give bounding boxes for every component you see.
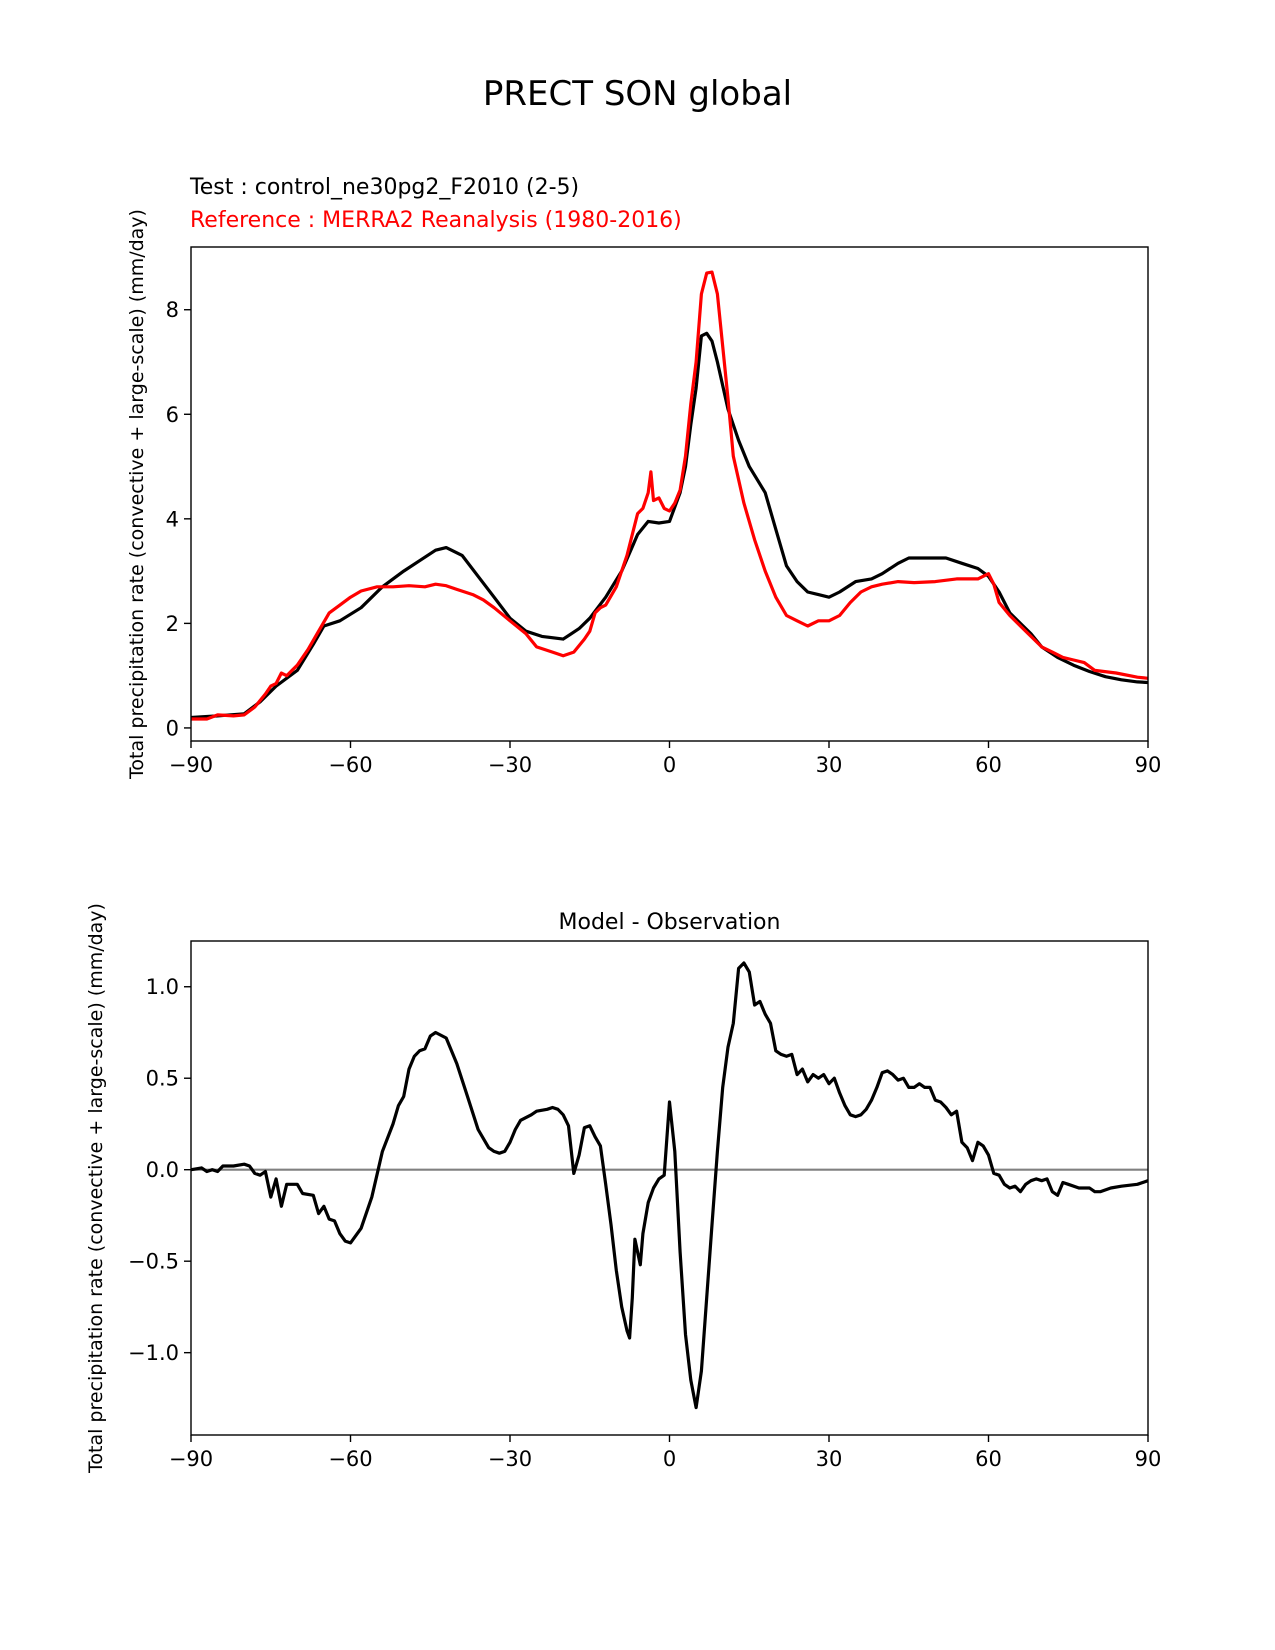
bottom-y-tick-label: 0.5	[146, 1067, 179, 1091]
bottom-y-tick-label: −0.5	[128, 1250, 179, 1274]
reference-label: Reference : MERRA2 Reanalysis (1980-2016…	[190, 208, 682, 233]
top-x-tick-label: −90	[169, 753, 213, 777]
top-series-reference-line	[191, 270, 1148, 721]
bottom-x-tick-label: 30	[816, 1447, 843, 1471]
top-y-tick-label: 4	[166, 507, 179, 531]
test-label: Test : control_ne30pg2_F2010 (2-5)	[190, 175, 580, 200]
bottom-x-tick-label: 0	[663, 1447, 676, 1471]
bottom-x-tick-label: −90	[169, 1447, 213, 1471]
top-y-tick-label: 2	[166, 612, 179, 636]
top-x-tick-label: 0	[663, 753, 676, 777]
top-x-tick-label: −60	[328, 753, 372, 777]
top-y-tick-label: 0	[166, 716, 179, 740]
bottom-y-tick-label: 1.0	[146, 975, 179, 999]
top-series-test-line	[191, 331, 1148, 720]
top-x-tick-label: 60	[975, 753, 1002, 777]
bottom-x-tick-label: 60	[975, 1447, 1002, 1471]
figure-title: PRECT SON global	[482, 74, 793, 114]
bottom-chart-title: Model - Observation	[559, 910, 781, 935]
bottom-y-axis-label: Total precipitation rate (convective + l…	[85, 903, 107, 1474]
top-x-tick-label: −30	[488, 753, 532, 777]
top-x-tick-label: 30	[816, 753, 843, 777]
bottom-y-tick-label: −1.0	[128, 1341, 179, 1365]
top-y-axis-label: Total precipitation rate (convective + l…	[126, 209, 148, 780]
bottom-y-tick-label: 0.0	[146, 1158, 179, 1182]
bottom-series-difference-line	[191, 961, 1148, 1410]
bottom-x-tick-label: −30	[488, 1447, 532, 1471]
bottom-x-tick-label: 90	[1135, 1447, 1162, 1471]
bottom-axes-frame	[190, 940, 1149, 1436]
top-chart-panel: −90 −60 −30 0 30 60 90 0 2 4 6 8 Total precipitation…	[126, 209, 1161, 780]
bottom-chart-panel: −90 −60 −30 0 30 60 90 −1.0 −0.5 0.0 0.5 1.0 Total p…	[85, 903, 1161, 1474]
top-y-tick-label: 6	[166, 403, 179, 427]
top-axes-frame	[190, 246, 1149, 742]
bottom-x-tick-label: −60	[328, 1447, 372, 1471]
top-y-tick-label: 8	[166, 298, 179, 322]
top-x-tick-label: 90	[1135, 753, 1162, 777]
